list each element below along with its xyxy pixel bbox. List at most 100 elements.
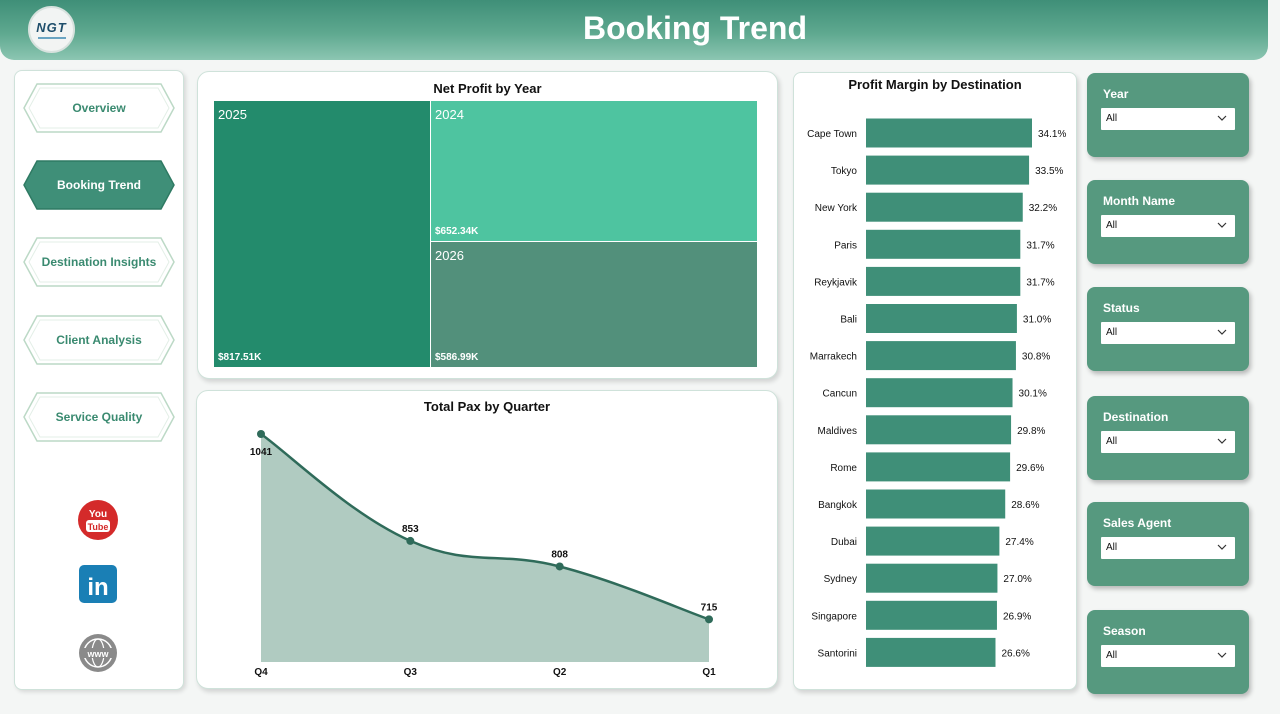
bar[interactable] [866, 600, 997, 630]
svg-text:You: You [89, 509, 107, 520]
area-fill [261, 434, 709, 662]
dropdown-value: All [1106, 650, 1118, 661]
svg-text:in: in [87, 574, 108, 601]
bar[interactable] [866, 526, 1000, 556]
data-label: 31.0% [1023, 315, 1051, 326]
sales-agent-dropdown[interactable]: All [1101, 537, 1235, 559]
treemap-cell-2024[interactable]: 2024 $652.34K [431, 101, 757, 241]
category-label: New York [815, 203, 858, 214]
chevron-down-icon [1217, 438, 1227, 444]
x-tick-label: Q1 [702, 667, 716, 678]
area-line [260, 432, 710, 621]
bar[interactable] [866, 229, 1021, 259]
category-label: Dubai [831, 537, 857, 548]
category-label: Bangkok [818, 500, 858, 511]
total-pax-chart: 1041 Q4 853 Q3 808 Q2 715 Q1 [250, 430, 718, 678]
category-label: Cape Town [807, 129, 857, 140]
profit-margin-chart: Cape Town 34.1% Tokyo 33.5% New York 32.2% Par… [807, 118, 1066, 667]
nav-service-quality-button[interactable]: Service Quality [23, 392, 175, 442]
data-label: 26.9% [1003, 611, 1031, 622]
slicer-year: Year All [1087, 73, 1249, 157]
x-tick-label: Q3 [404, 667, 418, 678]
svg-text:www: www [86, 649, 109, 659]
data-label: 30.8% [1022, 352, 1050, 363]
slicer-season: Season All [1087, 610, 1249, 694]
profit-margin-panel: Profit Margin by Destination Cape Town 34… [793, 72, 1077, 690]
category-label: Marrakech [810, 352, 857, 363]
month-name-dropdown[interactable]: All [1101, 215, 1235, 237]
dropdown-value: All [1106, 220, 1118, 231]
x-tick-label: Q2 [553, 667, 567, 678]
dropdown-value: All [1106, 436, 1118, 447]
nav-hexagon-shape [23, 315, 175, 365]
bar[interactable] [866, 563, 998, 593]
chevron-down-icon [1217, 329, 1227, 335]
slicer-status: Status All [1087, 287, 1249, 371]
year-dropdown[interactable]: All [1101, 108, 1235, 130]
category-label: Sydney [824, 574, 857, 585]
data-label: 808 [551, 549, 568, 560]
data-point[interactable] [406, 536, 415, 545]
slicer-title: Month Name [1103, 194, 1175, 208]
nav-overview-button[interactable]: Overview [23, 83, 175, 133]
slicer-title: Sales Agent [1103, 516, 1172, 530]
data-label: 31.7% [1026, 277, 1054, 288]
bar[interactable] [866, 378, 1013, 408]
nav-destination-insights-button[interactable]: Destination Insights [23, 237, 175, 287]
bar[interactable] [866, 489, 1006, 519]
category-label: Singapore [811, 611, 857, 622]
data-label: 29.8% [1017, 426, 1045, 437]
data-point[interactable] [555, 562, 564, 571]
data-point[interactable] [257, 430, 265, 438]
bar[interactable] [866, 155, 1030, 185]
treemap-year: 2026 [435, 248, 464, 263]
nav-client-analysis-button[interactable]: Client Analysis [23, 315, 175, 365]
net-profit-panel: Net Profit by Year 2025 $817.51K 2024 $6… [197, 71, 778, 379]
data-label: 34.1% [1038, 129, 1066, 140]
nav-hexagon-shape [23, 83, 175, 133]
profit-margin-title: Profit Margin by Destination [848, 77, 1022, 92]
treemap-year: 2024 [435, 107, 464, 122]
bar[interactable] [866, 266, 1021, 296]
bar[interactable] [866, 118, 1032, 148]
slicer-title: Status [1103, 301, 1140, 315]
category-label: Paris [834, 240, 857, 251]
category-label: Tokyo [831, 166, 858, 177]
bar[interactable] [866, 637, 996, 667]
net-profit-title: Net Profit by Year [433, 81, 542, 96]
bar[interactable] [866, 452, 1011, 482]
nav-service-quality-label: Service Quality [55, 410, 143, 424]
company-logo[interactable]: NGT [28, 6, 75, 53]
data-point[interactable] [705, 615, 713, 624]
nav-hexagon-shape [23, 237, 175, 287]
bar[interactable] [866, 341, 1016, 371]
x-tick-label: Q4 [254, 667, 268, 678]
category-label: Reykjavik [814, 277, 858, 288]
bar[interactable] [866, 192, 1023, 222]
dropdown-value: All [1106, 542, 1118, 553]
nav-hexagon-shape [23, 160, 175, 210]
season-dropdown[interactable]: All [1101, 645, 1235, 667]
data-label: 31.7% [1026, 240, 1054, 251]
treemap-cell-2026[interactable]: 2026 $586.99K [431, 242, 757, 367]
treemap-value: $817.51K [218, 352, 262, 363]
filter-panel: Year All Month Name All Status All Desti… [1085, 70, 1251, 696]
destination-dropdown[interactable]: All [1101, 431, 1235, 453]
chevron-down-icon [1217, 652, 1227, 658]
linkedin-icon[interactable]: in [77, 563, 119, 605]
globe-icon[interactable]: www [77, 632, 119, 674]
nav-overview-label: Overview [72, 101, 126, 115]
treemap-cell-2025[interactable]: 2025 $817.51K [214, 101, 430, 367]
sidebar-nav: Overview Booking Trend Destination Insig… [14, 70, 184, 690]
category-label: Rome [830, 463, 857, 474]
data-label: 27.0% [1003, 574, 1031, 585]
data-label: 715 [701, 602, 718, 613]
nav-booking-trend-button[interactable]: Booking Trend [23, 160, 175, 210]
total-pax-title: Total Pax by Quarter [423, 399, 551, 414]
status-dropdown[interactable]: All [1101, 322, 1235, 344]
slicer-sales-agent: Sales Agent All [1087, 502, 1249, 586]
bar[interactable] [866, 304, 1017, 333]
bar[interactable] [866, 415, 1012, 445]
youtube-icon[interactable]: You Tube [77, 499, 119, 541]
